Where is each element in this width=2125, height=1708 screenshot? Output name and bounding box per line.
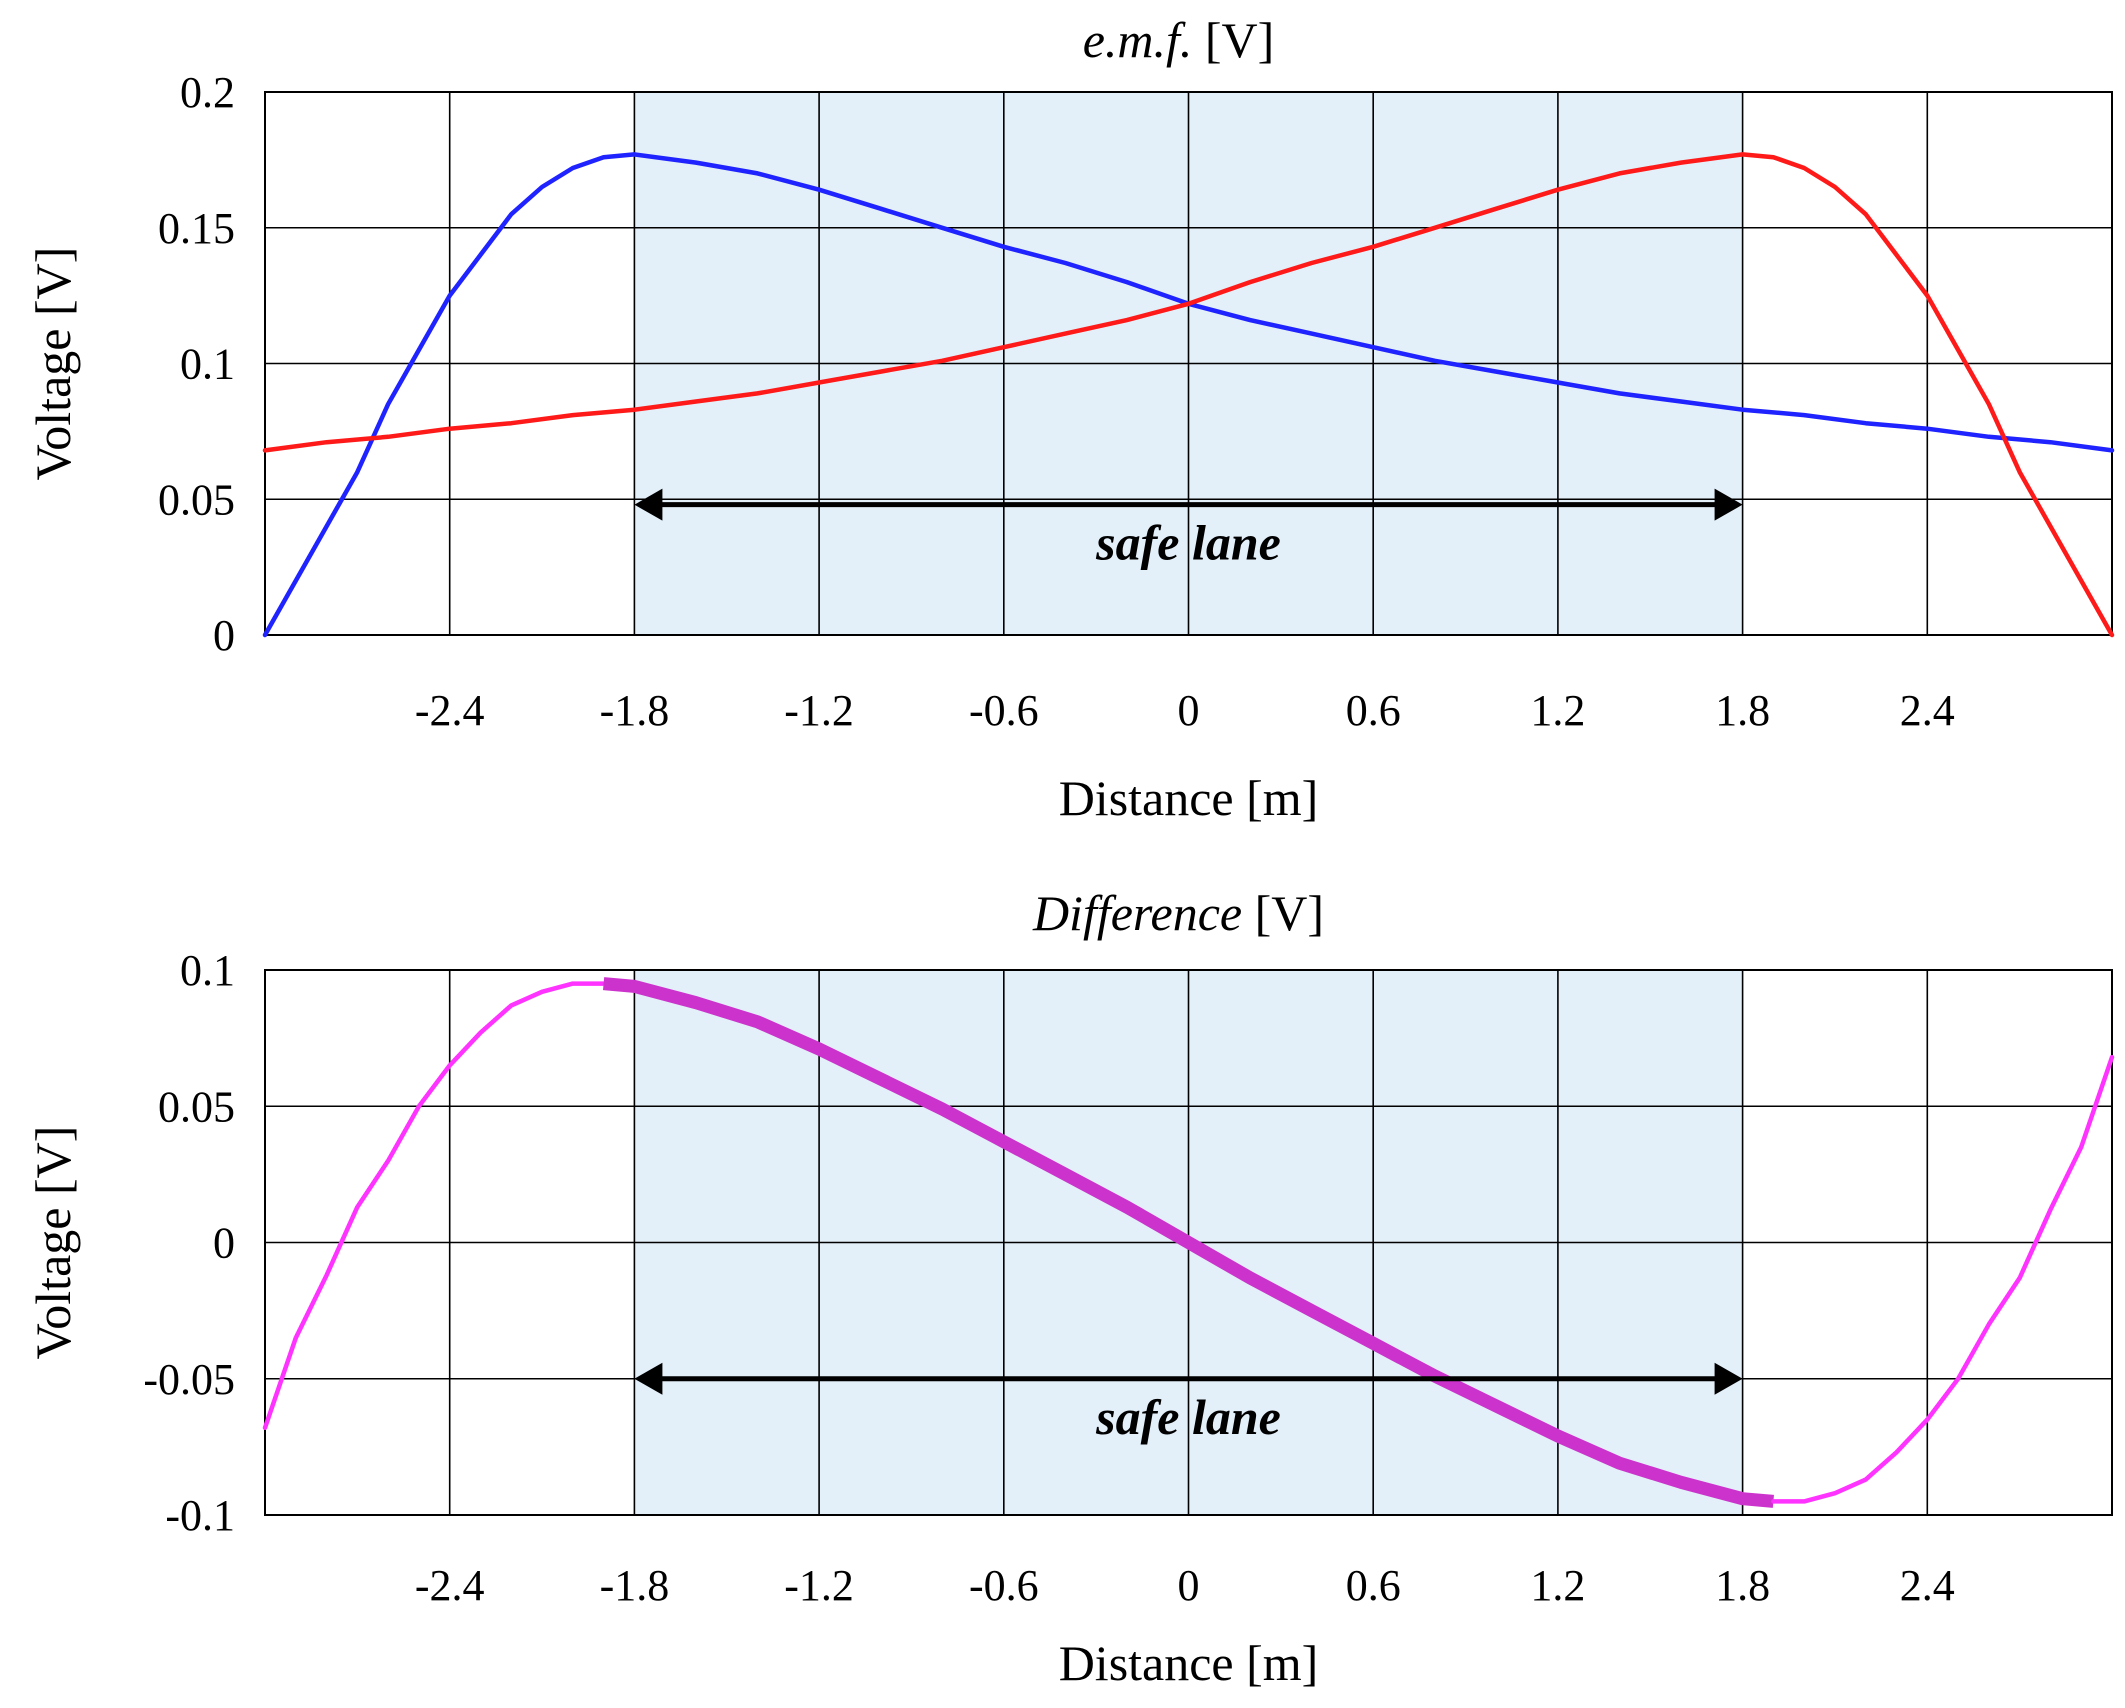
arrow-head-left <box>634 488 663 521</box>
x-tick-label: 0.6 <box>1346 686 1401 735</box>
chart-title-italic: Difference <box>1032 885 1242 941</box>
series-line-difference-right-tail <box>1771 1054 2115 1504</box>
plot-frame <box>264 969 2113 1516</box>
x-tick-labels: -2.4 -1.8 -1.2 -0.6 0 0.6 1.2 1.8 2.4 <box>415 686 1955 735</box>
y-axis-label: Voltage [V] <box>25 1126 81 1360</box>
y-tick-label: 0.05 <box>158 1082 235 1131</box>
series-line-difference-left-tail <box>262 981 606 1431</box>
x-tick-labels: -2.4 -1.8 -1.2 -0.6 0 0.6 1.2 1.8 2.4 <box>415 1561 1955 1610</box>
safe-lane-label: safe lane <box>1095 1389 1281 1445</box>
x-tick-label: 0 <box>1178 1561 1200 1610</box>
chart-title: Difference [V] <box>1032 885 1324 941</box>
safe-lane-label: safe lane <box>1095 515 1281 571</box>
y-tick-label: 0 <box>213 1219 235 1268</box>
x-tick-label: -2.4 <box>415 686 485 735</box>
y-tick-label: 0.2 <box>180 68 235 117</box>
arrow-head-left <box>634 1362 663 1395</box>
x-tick-label: 1.2 <box>1530 1561 1585 1610</box>
x-tick-label: 1.8 <box>1715 1561 1770 1610</box>
y-tick-label: 0 <box>213 611 235 660</box>
x-tick-label: 0.6 <box>1346 1561 1401 1610</box>
y-tick-label: 0.15 <box>158 204 235 253</box>
x-tick-label: -0.6 <box>969 1561 1039 1610</box>
x-tick-label: -1.2 <box>784 686 854 735</box>
x-axis-label: Distance [m] <box>1059 770 1319 826</box>
series-line-blue <box>262 152 2115 638</box>
y-tick-label: -0.1 <box>165 1491 235 1540</box>
x-tick-label: -2.4 <box>415 1561 485 1610</box>
x-tick-label: 0 <box>1178 686 1200 735</box>
arrow-head-right <box>1714 1362 1743 1395</box>
y-tick-label: 0.1 <box>180 340 235 389</box>
x-tick-label: 2.4 <box>1900 686 1955 735</box>
series-lines <box>262 152 2115 638</box>
series-line-red <box>262 152 2115 638</box>
x-tick-label: -1.2 <box>784 1561 854 1610</box>
x-tick-label: 2.4 <box>1900 1561 1955 1610</box>
chart-title-unit: [V] <box>1192 12 1274 68</box>
y-tick-label: 0.05 <box>158 475 235 524</box>
x-tick-label: 1.2 <box>1530 686 1585 735</box>
y-tick-label: -0.05 <box>143 1355 235 1404</box>
series-line-difference-safe-lane <box>603 977 1774 1508</box>
y-tick-labels: 0.1 0.05 0 -0.05 -0.1 <box>143 946 235 1540</box>
plot-frame <box>264 91 2113 636</box>
y-tick-label: 0.1 <box>180 946 235 995</box>
y-axis-label: Voltage [V] <box>25 247 81 481</box>
series-lines <box>262 977 2115 1508</box>
arrow-head-right <box>1714 488 1743 521</box>
y-tick-labels: 0 0.05 0.1 0.15 0.2 <box>158 68 235 660</box>
chart-title: e.m.f. [V] <box>1083 12 1275 68</box>
emf-chart: safe lane -2.4 -1.8 -1.2 -0.6 0 0.6 1.2 1.8 2.4 … <box>25 12 2115 826</box>
safe-lane-arrow <box>634 1362 1743 1395</box>
safe-lane-arrow <box>634 488 1743 521</box>
x-tick-label: -1.8 <box>600 1561 670 1610</box>
difference-chart: safe lane -2.4 -1.8 -1.2 -0.6 0 0.6 1.2 1.8 2.4 … <box>25 885 2115 1691</box>
x-tick-label: -0.6 <box>969 686 1039 735</box>
x-tick-label: 1.8 <box>1715 686 1770 735</box>
chart-title-unit: [V] <box>1242 885 1324 941</box>
x-axis-label: Distance [m] <box>1059 1635 1319 1691</box>
x-tick-label: -1.8 <box>600 686 670 735</box>
chart-title-italic: e.m.f. <box>1083 12 1193 68</box>
